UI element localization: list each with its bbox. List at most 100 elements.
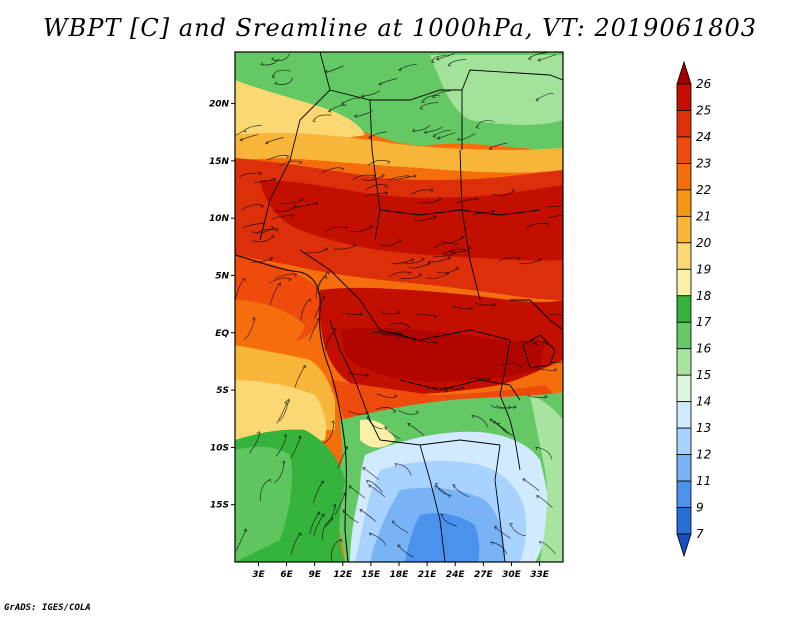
- streamline: [495, 404, 517, 409]
- streamline-arrow: [491, 209, 496, 214]
- streamline-arrow: [384, 426, 388, 430]
- colorbar-label: 14: [696, 395, 711, 409]
- streamline-arrow: [440, 513, 445, 517]
- streamline-arrow: [410, 258, 415, 262]
- streamline-arrow: [286, 398, 290, 403]
- streamline-arrow: [291, 213, 295, 218]
- streamline: [265, 137, 284, 144]
- colorbar-label: 25: [696, 103, 711, 117]
- streamline-arrow: [368, 484, 372, 488]
- streamline: [434, 242, 458, 249]
- streamline-arrow: [260, 61, 264, 66]
- colorbar-segment: [676, 533, 692, 558]
- streamline: [475, 120, 495, 128]
- lon-tick-label: 21E: [418, 570, 438, 580]
- streamline-arrow: [327, 108, 332, 113]
- streamline-arrow: [312, 118, 317, 123]
- field-south-atlantic-green: [235, 446, 292, 562]
- streamline: [294, 365, 306, 388]
- streamline: [517, 340, 538, 345]
- streamline-arrow: [239, 137, 244, 142]
- streamline-arrow: [368, 135, 372, 139]
- streamline-arrow: [359, 312, 364, 316]
- streamline-arrow: [461, 385, 465, 390]
- colorbar-label: 13: [696, 421, 711, 435]
- streamline: [328, 104, 347, 112]
- lat-tick-label: 15N: [209, 157, 230, 167]
- colorbar-label: 7: [696, 527, 704, 541]
- streamline: [309, 511, 320, 534]
- streamline-arrow: [419, 106, 424, 110]
- streamline: [290, 435, 302, 459]
- colorbar-label: 11: [696, 474, 711, 488]
- colorbar-label: 12: [696, 448, 711, 462]
- streamline-arrow: [360, 93, 365, 98]
- streamline: [537, 54, 557, 61]
- streamline: [365, 192, 388, 198]
- colorbar-label: 22: [696, 183, 711, 197]
- streamline: [546, 204, 563, 208]
- streamline-arrow: [340, 167, 345, 171]
- streamline-arrow: [258, 171, 263, 176]
- streamline: [432, 129, 452, 137]
- streamline-arrow: [444, 389, 449, 393]
- streamline-arrow: [323, 275, 328, 280]
- colorbar-segment: [676, 268, 692, 297]
- streamline-arrow: [433, 314, 438, 319]
- colorbar-segment: [676, 136, 692, 164]
- streamline-arrow: [456, 137, 461, 141]
- streamline-arrow: [452, 484, 456, 488]
- streamline: [436, 267, 459, 274]
- streamline: [271, 69, 291, 78]
- streamline-arrow: [469, 306, 473, 311]
- streamline-arrow: [251, 316, 256, 321]
- streamline-arrow: [407, 422, 411, 427]
- colorbar-label: 23: [696, 156, 711, 170]
- streamline: [378, 78, 398, 85]
- streamline-arrow: [271, 56, 275, 61]
- colorbar-segment: [676, 427, 692, 455]
- streamline-arrow: [511, 188, 516, 193]
- longitude-axis: 3E 6E 9E 12E 15E 18E 21E 24E 27E 30E 33E: [252, 562, 550, 580]
- streamline-arrow: [513, 405, 517, 409]
- streamline-arrow: [302, 364, 307, 369]
- streamline-arrow: [460, 235, 465, 240]
- streamline-arrow: [307, 298, 312, 303]
- field-west-light-orange: [235, 300, 305, 352]
- streamline-arrow: [534, 342, 539, 347]
- streamline-arrow: [423, 130, 428, 134]
- streamline-arrow: [283, 433, 287, 438]
- lon-tick-label: 30E: [502, 570, 522, 580]
- streamline-arrow: [293, 273, 298, 277]
- streamline: [391, 259, 414, 265]
- streamline: [492, 420, 510, 434]
- streamline: [498, 257, 521, 263]
- streamline: [250, 257, 273, 263]
- streamline: [317, 271, 329, 294]
- streamline: [437, 132, 456, 139]
- streamline-arrow: [277, 282, 281, 287]
- streamline-arrow: [545, 222, 550, 226]
- colorbar: 26 25 24 23 22 21 20 19 18 17 16 15 14 13 12 11 9 7: [676, 60, 712, 558]
- streamline-arrow: [271, 74, 276, 79]
- streamline: [526, 223, 549, 228]
- lon-tick-label: 18E: [390, 570, 410, 580]
- streamline-arrow: [488, 146, 493, 150]
- streamline-arrow: [298, 435, 302, 439]
- lon-tick-label: 3E: [252, 570, 265, 580]
- streamline: [290, 532, 302, 555]
- streamline: [397, 544, 414, 558]
- streamline-arrow: [519, 365, 523, 369]
- streamline-arrow: [329, 517, 334, 521]
- streamline-arrow: [468, 246, 472, 250]
- streamline: [325, 504, 336, 527]
- streamline-arrow: [434, 341, 439, 345]
- streamline: [280, 199, 304, 204]
- colorbar-segment: [676, 507, 692, 535]
- field-dark-red-core: [260, 180, 563, 261]
- streamline-arrow: [324, 247, 329, 251]
- colorbar-label: 9: [696, 501, 704, 515]
- streamline-arrow: [272, 177, 277, 182]
- streamline-arrow: [378, 82, 383, 86]
- streamline-arrow: [332, 503, 337, 508]
